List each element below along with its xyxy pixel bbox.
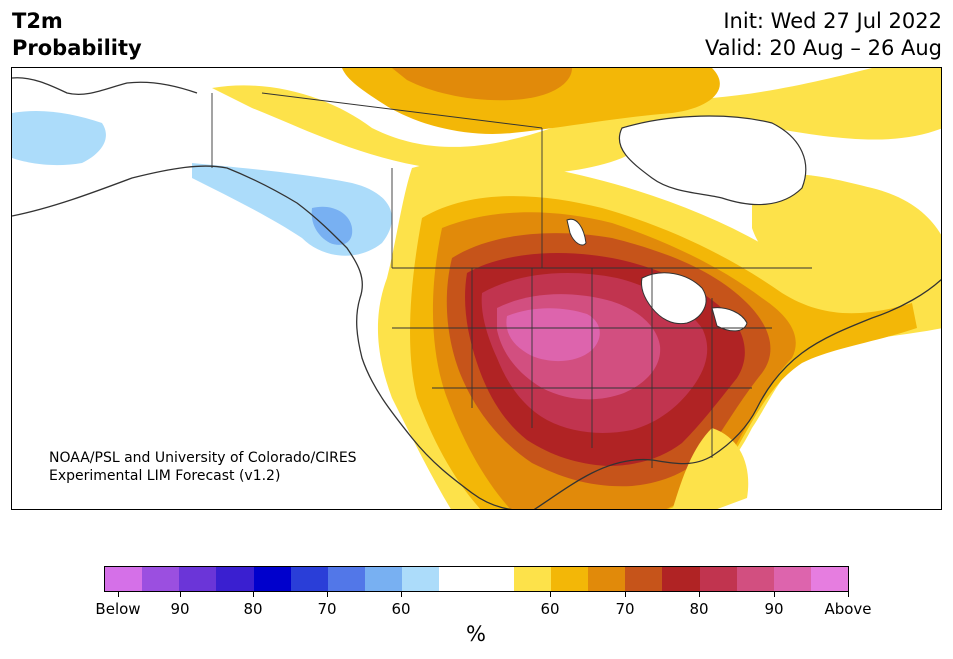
valid-range: Valid: 20 Aug – 26 Aug (704, 36, 942, 60)
colorbar-cell (290, 567, 328, 591)
great-lakes (641, 272, 748, 332)
colorbar-tick-mark (118, 592, 119, 597)
colorbar-cell (142, 567, 180, 591)
map-title: T2m Probability (12, 8, 142, 62)
arctic-orange-region (392, 68, 572, 101)
coastlines (12, 77, 941, 509)
colorbar-cell (253, 567, 291, 591)
colorbar-tick-mark (699, 592, 700, 597)
colorbar-cell (179, 567, 217, 591)
credit-line-1: NOAA/PSL and University of Colorado/CIRE… (49, 450, 357, 466)
colorbar-unit: % (466, 622, 486, 646)
colorbar-tick-mark (401, 592, 402, 597)
colorbar-cell (810, 567, 849, 591)
colorbar-tick-label: 70 (615, 600, 635, 618)
colorbar-cell (365, 567, 403, 591)
colorbar-cell (588, 567, 626, 591)
colorbar-tick-mark (625, 592, 626, 597)
colorbar-tick-mark (550, 592, 551, 597)
credit-line-2: Experimental LIM Forecast (v1.2) (49, 468, 281, 484)
colorbar-cell (327, 567, 366, 591)
colorbar-cell (439, 567, 477, 591)
colorbar-cell (662, 567, 700, 591)
colorbar-tick-label: 70 (317, 600, 337, 618)
colorbar-tick-label: 90 (170, 600, 190, 618)
colorbar-cell (105, 567, 143, 591)
colorbar-tick-label: 60 (540, 600, 560, 618)
colorbar-tick-label: 80 (689, 600, 709, 618)
colorbar-cell (773, 567, 811, 591)
map-panel (11, 67, 942, 510)
colorbar-tick-label: 80 (243, 600, 263, 618)
colorbar-tick-mark (774, 592, 775, 597)
hudson-bay (618, 115, 807, 206)
colorbar-cell (476, 567, 514, 591)
colorbar-tick-label: 60 (391, 600, 411, 618)
colorbar-tick-label: Above (824, 600, 872, 618)
colorbar-tick-mark (253, 592, 254, 597)
colorbar-cell (736, 567, 774, 591)
florida-yellow-region (672, 428, 749, 509)
init-date: Init: Wed 27 Jul 2022 (723, 9, 942, 33)
colorbar-cell (216, 567, 254, 591)
colorbar-cell (513, 567, 551, 591)
credit-text: NOAA/PSL and University of Colorado/CIRE… (49, 449, 357, 485)
state-borders (211, 92, 812, 468)
colorbar-cell (625, 567, 663, 591)
forecast-dates: Init: Wed 27 Jul 2022 Valid: 20 Aug – 26… (705, 8, 942, 62)
colorbar-cell (699, 567, 737, 591)
probability-map (12, 68, 941, 509)
colorbar-tick-mark (327, 592, 328, 597)
pink-plume (506, 308, 600, 362)
colorbar-cell (550, 567, 589, 591)
colorbar (104, 566, 849, 592)
colorbar-tick-mark (848, 592, 849, 597)
bc-mid-blue-region (311, 206, 353, 245)
colorbar-tick-label: Below (95, 600, 141, 618)
title-line-1: T2m (12, 9, 63, 33)
colorbar-cell (402, 567, 440, 591)
alaska-blue-region (12, 111, 106, 166)
title-line-2: Probability (12, 36, 142, 60)
winnipeg-lake (566, 218, 587, 246)
colorbar-tick-label: 90 (764, 600, 784, 618)
colorbar-tick-mark (180, 592, 181, 597)
